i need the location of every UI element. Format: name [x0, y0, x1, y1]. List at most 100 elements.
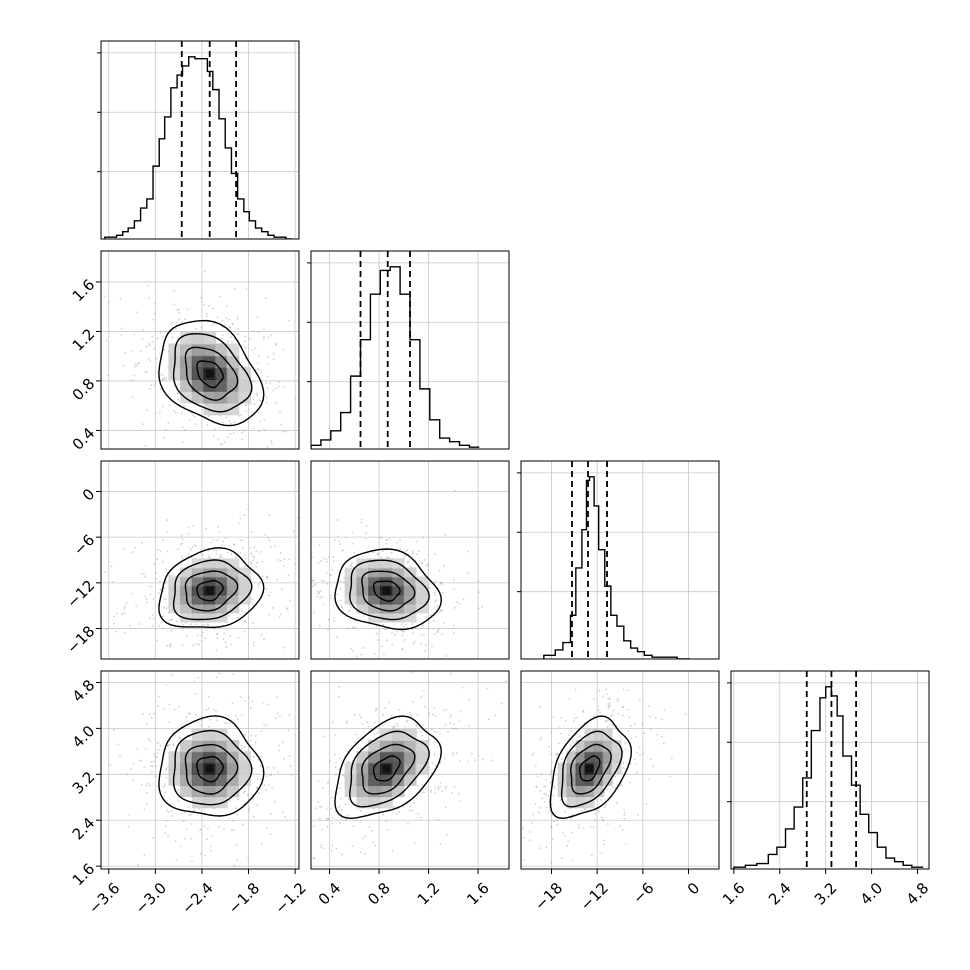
- scatter-point: [187, 806, 190, 809]
- scatter-point: [639, 753, 641, 756]
- scatter-point: [135, 364, 138, 367]
- scatter-point: [194, 693, 197, 695]
- density-cell: [238, 762, 251, 775]
- histogram-bin-0-10: [165, 117, 171, 239]
- scatter-point: [172, 289, 175, 292]
- scatter-point: [201, 553, 204, 556]
- density-cell: [611, 751, 622, 764]
- scatter-point: [426, 617, 429, 619]
- scatter-point: [259, 581, 261, 584]
- scatter-point: [393, 727, 395, 730]
- scatter-point: [144, 747, 147, 750]
- scatter-point: [434, 594, 437, 597]
- scatter-point: [180, 563, 183, 566]
- scatter-point: [608, 702, 611, 705]
- scatter-point: [589, 825, 592, 828]
- scatter-point: [144, 575, 146, 578]
- scatter-point: [245, 288, 248, 290]
- density-cell: [215, 751, 228, 764]
- scatter-point: [157, 748, 160, 751]
- scatter-point: [248, 810, 250, 812]
- scatter-point: [401, 648, 403, 651]
- scatter-point: [312, 857, 315, 860]
- xtick-label-2-3: 0: [684, 879, 703, 898]
- density-cell: [226, 585, 240, 596]
- scatter-point: [212, 538, 215, 541]
- scatter-point: [348, 604, 351, 607]
- scatter-point: [350, 563, 353, 566]
- scatter-point: [183, 812, 186, 814]
- density-cell: [380, 603, 393, 614]
- panel-2-0: [101, 461, 302, 659]
- scatter-point: [415, 724, 418, 727]
- scatter-point: [140, 572, 143, 575]
- scatter-point: [289, 834, 291, 836]
- density-cell: [238, 773, 251, 786]
- scatter-point: [105, 628, 108, 631]
- scatter-point: [232, 673, 235, 675]
- contour-2-1-3: [334, 548, 443, 631]
- scatter-point: [539, 738, 541, 741]
- density-cell: [203, 594, 217, 605]
- scatter-point: [159, 588, 162, 591]
- scatter-point: [342, 774, 345, 777]
- scatter-point: [216, 525, 219, 528]
- scatter-point: [181, 441, 184, 444]
- scatter-point: [235, 456, 237, 458]
- scatter-point: [629, 762, 632, 765]
- density-cell: [584, 728, 595, 742]
- density-cell: [403, 603, 417, 614]
- scatter-point: [136, 311, 139, 314]
- scatter-point: [543, 793, 546, 796]
- density-cell: [368, 558, 382, 569]
- scatter-point: [279, 715, 281, 718]
- scatter-point: [351, 626, 354, 629]
- scatter-point: [304, 395, 306, 397]
- scatter-point: [203, 270, 206, 273]
- scatter-point: [152, 836, 155, 839]
- scatter-point: [531, 754, 533, 756]
- scatter-point: [347, 761, 349, 763]
- scatter-point: [449, 715, 452, 718]
- scatter-point: [266, 375, 269, 378]
- scatter-point: [208, 707, 210, 710]
- scatter-point: [232, 819, 235, 822]
- scatter-point: [145, 345, 148, 348]
- scatter-point: [487, 801, 489, 803]
- histogram-bin-0-3: [123, 232, 128, 239]
- scatter-point: [433, 707, 436, 710]
- density-cell: [391, 567, 405, 578]
- density-cell: [180, 343, 193, 357]
- scatter-point: [376, 707, 379, 710]
- scatter-point: [606, 726, 609, 729]
- ytick-label-2-1: −12: [63, 576, 98, 611]
- density-cell: [368, 603, 382, 614]
- scatter-point: [175, 328, 177, 331]
- scatter-point: [221, 544, 224, 546]
- scatter-point: [385, 556, 388, 559]
- scatter-point: [156, 785, 159, 788]
- scatter-point: [300, 580, 302, 582]
- scatter-point: [545, 846, 548, 849]
- scatter-point: [163, 436, 165, 439]
- scatter-point: [453, 578, 456, 581]
- scatter-point: [153, 760, 155, 763]
- scatter-point: [494, 714, 497, 717]
- scatter-point: [200, 724, 203, 727]
- scatter-point: [451, 753, 454, 756]
- panel-frame-2-2: [520, 460, 720, 660]
- density-cell: [575, 773, 586, 786]
- scatter-point: [438, 569, 441, 572]
- scatter-point: [619, 784, 622, 787]
- scatter-point: [607, 697, 610, 700]
- scatter-point: [443, 757, 446, 760]
- scatter-point: [337, 535, 339, 538]
- scatter-point: [327, 818, 329, 821]
- density-cell: [180, 378, 193, 392]
- scatter-point: [306, 581, 308, 583]
- scatter-point: [167, 811, 170, 813]
- scatter-point: [232, 432, 235, 435]
- scatter-point: [139, 350, 142, 352]
- scatter-point: [598, 689, 601, 692]
- scatter-point: [242, 546, 244, 549]
